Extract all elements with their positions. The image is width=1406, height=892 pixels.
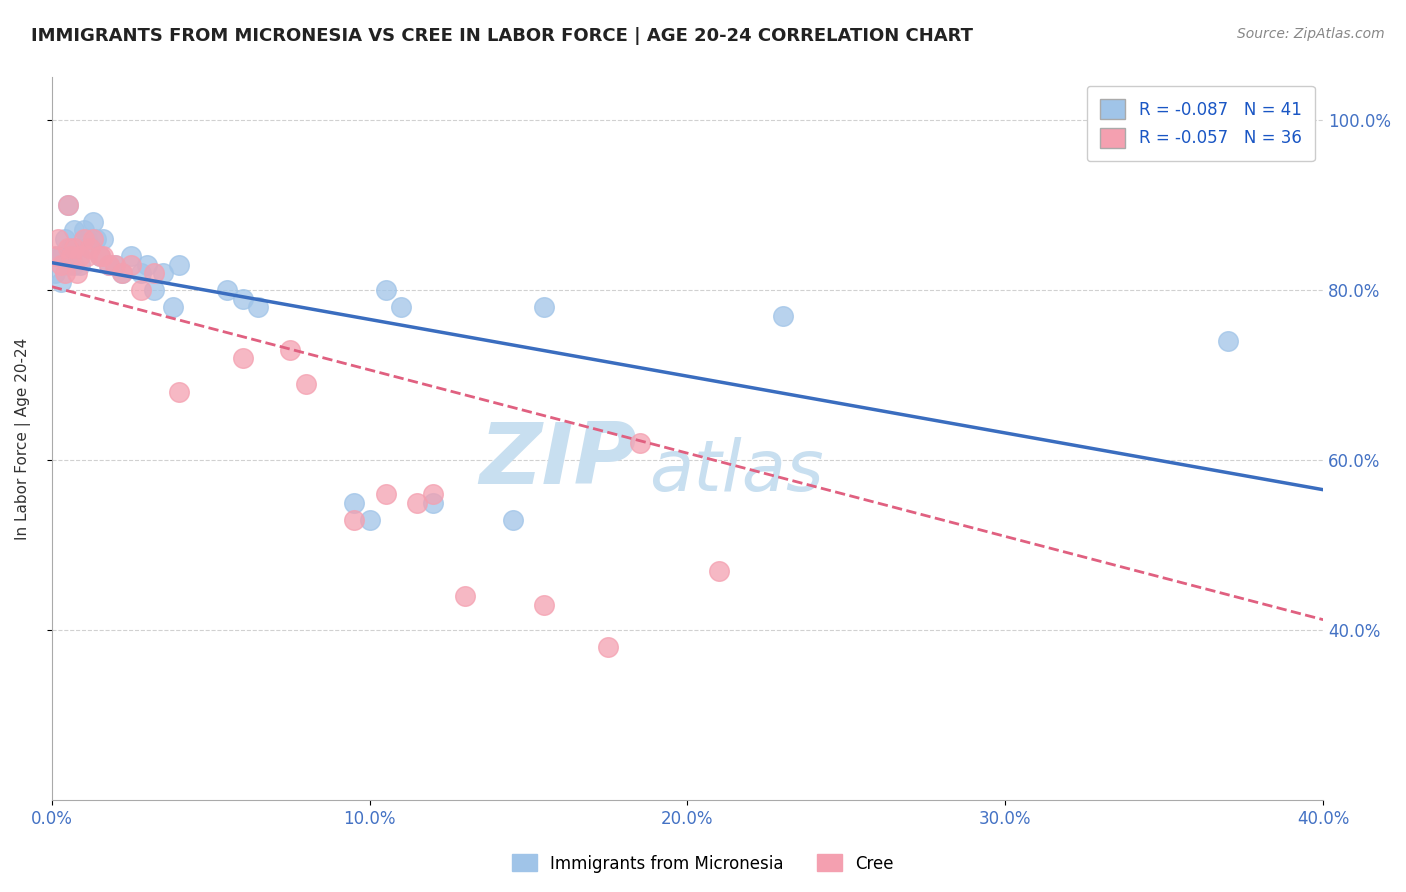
- Point: [231, 292, 253, 306]
- Point: [129, 283, 152, 297]
- Point: [454, 589, 477, 603]
- Point: [56, 198, 79, 212]
- Point: [72, 223, 94, 237]
- Point: [295, 376, 318, 391]
- Point: [51, 258, 73, 272]
- Point: [59, 249, 82, 263]
- Point: [63, 240, 86, 254]
- Point: [53, 232, 76, 246]
- Point: [167, 385, 190, 400]
- Point: [772, 309, 794, 323]
- Legend: Immigrants from Micronesia, Cree: Immigrants from Micronesia, Cree: [505, 847, 901, 880]
- Point: [89, 249, 111, 263]
- Point: [51, 275, 73, 289]
- Point: [91, 232, 114, 246]
- Point: [111, 266, 134, 280]
- Point: [422, 495, 444, 509]
- Point: [628, 436, 651, 450]
- Point: [76, 232, 98, 246]
- Point: [69, 258, 91, 272]
- Point: [1216, 138, 1239, 153]
- Point: [104, 258, 127, 272]
- Point: [374, 283, 396, 297]
- Point: [111, 266, 134, 280]
- Point: [59, 240, 82, 254]
- Point: [86, 232, 108, 246]
- Point: [120, 249, 142, 263]
- Point: [359, 513, 381, 527]
- Point: [82, 232, 104, 246]
- Point: [69, 249, 91, 263]
- Point: [82, 215, 104, 229]
- Point: [231, 351, 253, 365]
- Text: IMMIGRANTS FROM MICRONESIA VS CREE IN LABOR FORCE | AGE 20-24 CORRELATION CHART: IMMIGRANTS FROM MICRONESIA VS CREE IN LA…: [31, 27, 973, 45]
- Point: [533, 300, 555, 314]
- Point: [502, 513, 524, 527]
- Point: [120, 258, 142, 272]
- Point: [167, 258, 190, 272]
- Point: [66, 266, 89, 280]
- Point: [215, 283, 238, 297]
- Point: [72, 232, 94, 246]
- Point: [374, 487, 396, 501]
- Point: [709, 564, 731, 578]
- Point: [89, 249, 111, 263]
- Point: [533, 598, 555, 612]
- Y-axis label: In Labor Force | Age 20-24: In Labor Force | Age 20-24: [15, 338, 31, 540]
- Point: [406, 495, 429, 509]
- Point: [66, 240, 89, 254]
- Point: [63, 258, 86, 272]
- Point: [56, 198, 79, 212]
- Point: [142, 266, 165, 280]
- Legend: R = -0.087   N = 41, R = -0.057   N = 36: R = -0.087 N = 41, R = -0.057 N = 36: [1087, 86, 1315, 161]
- Point: [142, 283, 165, 297]
- Point: [98, 258, 121, 272]
- Point: [343, 495, 366, 509]
- Text: ZIP: ZIP: [479, 419, 637, 502]
- Point: [391, 300, 413, 314]
- Point: [56, 258, 79, 272]
- Point: [136, 258, 159, 272]
- Point: [44, 249, 66, 263]
- Point: [422, 487, 444, 501]
- Point: [51, 249, 73, 263]
- Point: [79, 240, 101, 254]
- Point: [91, 249, 114, 263]
- Point: [46, 249, 69, 263]
- Point: [76, 249, 98, 263]
- Point: [596, 640, 619, 655]
- Point: [56, 240, 79, 254]
- Point: [152, 266, 174, 280]
- Text: atlas: atlas: [650, 437, 824, 506]
- Point: [1216, 334, 1239, 348]
- Point: [129, 266, 152, 280]
- Text: Source: ZipAtlas.com: Source: ZipAtlas.com: [1237, 27, 1385, 41]
- Point: [79, 240, 101, 254]
- Point: [63, 223, 86, 237]
- Point: [44, 266, 66, 280]
- Point: [46, 232, 69, 246]
- Point: [343, 513, 366, 527]
- Point: [98, 258, 121, 272]
- Point: [278, 343, 301, 357]
- Point: [53, 266, 76, 280]
- Point: [162, 300, 184, 314]
- Point: [104, 258, 127, 272]
- Point: [247, 300, 270, 314]
